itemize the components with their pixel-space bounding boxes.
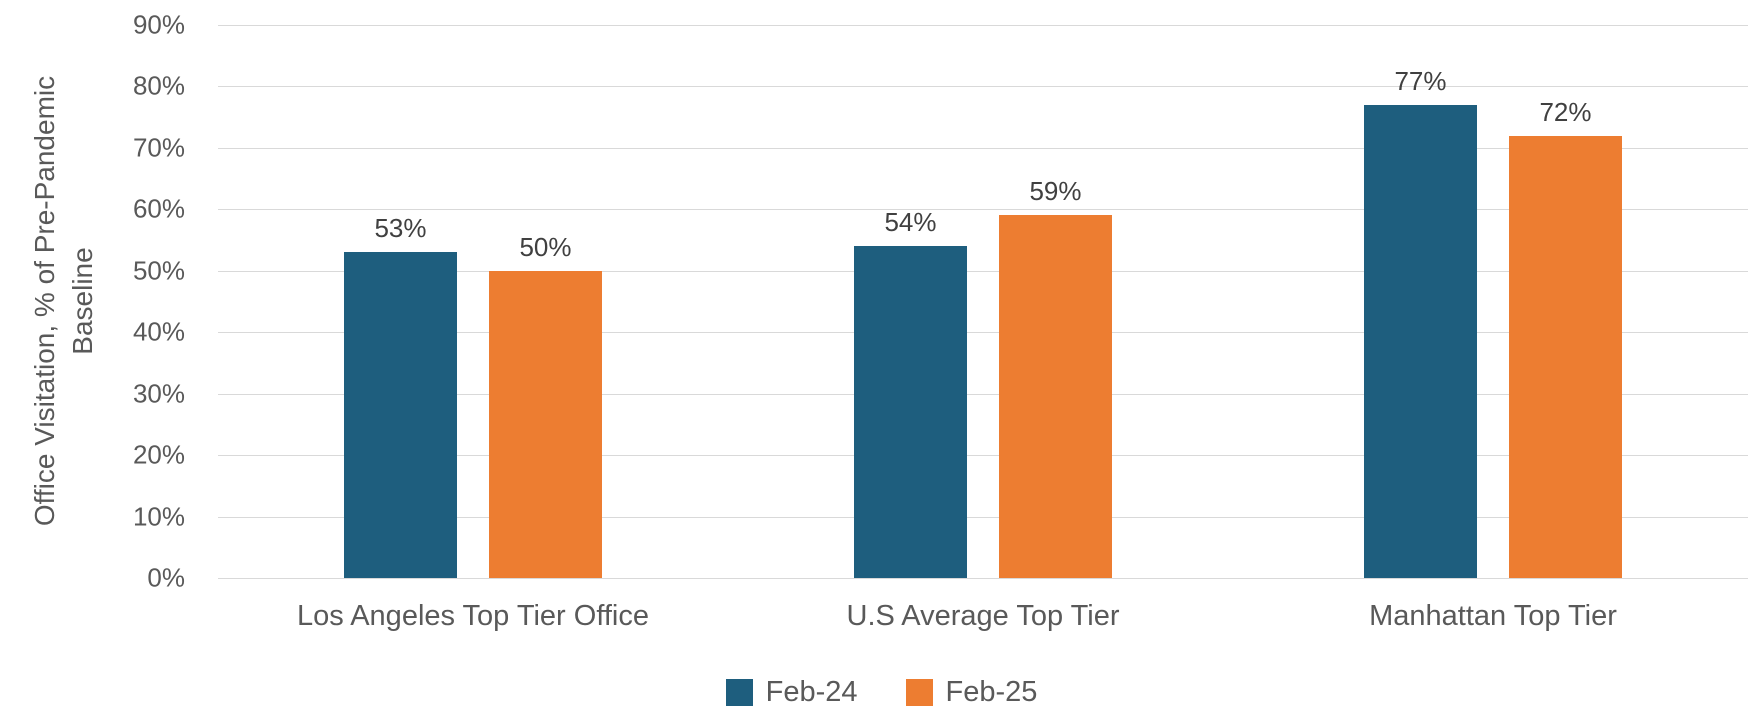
y-tick-90: 90% <box>132 9 185 40</box>
group-us-average: 54% 59% <box>728 25 1238 578</box>
legend-swatch-feb24 <box>725 679 753 706</box>
gridline-20 <box>218 455 1748 457</box>
y-tick-80: 80% <box>132 70 185 101</box>
gridline-40 <box>218 332 1748 334</box>
legend-item-feb25: Feb-25 <box>905 676 1038 709</box>
y-tick-10: 10% <box>132 501 185 532</box>
bar-groups: 53% 50% 54% 59% <box>218 25 1748 578</box>
x-category-manhattan: Manhattan Top Tier <box>1369 600 1617 632</box>
gridline-70 <box>218 147 1748 149</box>
legend-label-feb24: Feb-24 <box>765 676 858 708</box>
y-tick-50: 50% <box>132 255 185 286</box>
bar-feb24-manhattan <box>1364 104 1477 578</box>
bar-feb25-los-angeles <box>489 270 602 578</box>
gridline-30 <box>218 393 1748 395</box>
legend-item-feb24: Feb-24 <box>725 676 858 709</box>
x-category-us-average: U.S Average Top Tier <box>846 600 1120 632</box>
bar-feb24-us-average <box>854 246 967 578</box>
data-label-feb25-manhattan: 72% <box>1539 96 1592 127</box>
legend: Feb-24 Feb-25 <box>0 676 1763 709</box>
y-tick-30: 30% <box>132 378 185 409</box>
data-label-feb24-los-angeles: 53% <box>374 213 427 244</box>
bar-feb25-us-average <box>999 215 1112 578</box>
plot-area: 53% 50% 54% 59% <box>218 25 1748 579</box>
y-tick-70: 70% <box>132 132 185 163</box>
data-label-feb25-us-average: 59% <box>1029 176 1082 207</box>
bar-column: 53% <box>344 25 457 578</box>
data-label-feb24-us-average: 54% <box>884 207 937 238</box>
legend-swatch-feb25 <box>905 679 933 706</box>
gridline-90 <box>218 25 1748 26</box>
y-tick-40: 40% <box>132 316 185 347</box>
x-category-los-angeles: Los Angeles Top Tier Office <box>297 600 649 632</box>
gridline-10 <box>218 516 1748 518</box>
bar-column: 72% <box>1509 25 1622 578</box>
y-tick-0: 0% <box>147 562 185 593</box>
gridline-0-baseline <box>218 578 1748 579</box>
gridline-80 <box>218 86 1748 88</box>
legend-label-feb25: Feb-25 <box>945 676 1038 708</box>
y-tick-20: 20% <box>132 439 185 470</box>
y-axis-tick-labels: 90% 80% 70% 60% 50% 40% 30% 20% 10% 0% <box>90 10 185 593</box>
gridline-50 <box>218 270 1748 272</box>
group-los-angeles: 53% 50% <box>218 25 728 578</box>
gridline-60 <box>218 209 1748 211</box>
data-label-feb25-los-angeles: 50% <box>519 231 572 262</box>
data-label-feb24-manhattan: 77% <box>1394 65 1447 96</box>
bar-column: 59% <box>999 25 1112 578</box>
bar-feb25-manhattan <box>1509 135 1622 578</box>
bar-column: 54% <box>854 25 967 578</box>
group-manhattan: 77% 72% <box>1238 25 1748 578</box>
bar-column: 77% <box>1364 25 1477 578</box>
bar-feb24-los-angeles <box>344 252 457 578</box>
x-axis-category-labels: Los Angeles Top Tier Office U.S Average … <box>218 600 1748 633</box>
bar-column: 50% <box>489 25 602 578</box>
y-tick-60: 60% <box>132 193 185 224</box>
